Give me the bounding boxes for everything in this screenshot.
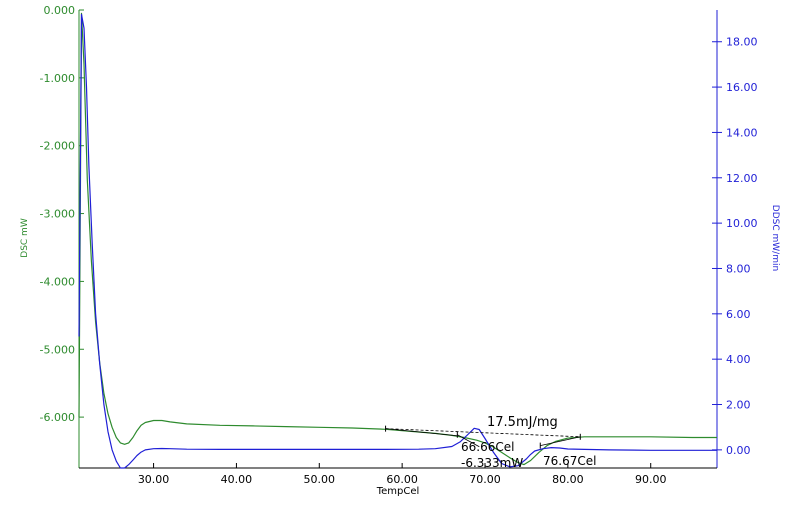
endset-tangent bbox=[540, 436, 581, 446]
x-tick-label: 80.00 bbox=[552, 473, 584, 486]
onset-tangent bbox=[385, 428, 458, 437]
x-tick-label: 50.00 bbox=[304, 473, 336, 486]
y-right-tick-label: 18.00 bbox=[726, 36, 758, 49]
y-right-tick-label: 12.00 bbox=[726, 172, 758, 185]
y-left-tick-label: -4.000 bbox=[40, 275, 75, 288]
endset-temp-label: 76.67Cel bbox=[543, 454, 596, 468]
y-left-axis-label: DSC mW bbox=[20, 218, 30, 258]
y-right-axis-label: DDSC mW/min bbox=[770, 205, 780, 271]
x-tick-label: 90.00 bbox=[635, 473, 667, 486]
enthalpy-label: 17.5mJ/mg bbox=[487, 415, 558, 430]
annotation-layer bbox=[385, 425, 581, 449]
onset-temp-label: 66.66Cel bbox=[461, 440, 514, 454]
x-tick-label: 40.00 bbox=[221, 473, 253, 486]
y-right-tick-label: 14.00 bbox=[726, 126, 758, 139]
y-left-tick-group: 0.000 -1.000 -2.000 -3.000 -4.000 -5.000 -6.00… bbox=[40, 4, 84, 424]
x-tick-group: 30.00 40.00 50.00 60.00 70.00 80.00 90.00 bbox=[138, 463, 667, 486]
y-right-tick-label: 4.00 bbox=[726, 353, 751, 366]
y-right-tick-group: 0.00 2.00 4.00 6.00 8.00 10.00 12.00 14.00 16.00… bbox=[712, 36, 758, 457]
y-right-tick-label: 6.00 bbox=[726, 308, 751, 321]
y-left-tick-label: -5.000 bbox=[40, 343, 75, 356]
series-line-dsc bbox=[78, 12, 717, 466]
x-tick-label: 60.00 bbox=[386, 473, 418, 486]
x-tick-label: 30.00 bbox=[138, 473, 170, 486]
y-left-tick-label: 0.000 bbox=[44, 4, 76, 17]
y-right-tick-label: 2.00 bbox=[726, 399, 751, 412]
y-right-tick-label: 0.00 bbox=[726, 444, 751, 457]
y-left-tick-label: -6.000 bbox=[40, 411, 75, 424]
onset-leader bbox=[457, 434, 480, 448]
x-axis-label: TempCel bbox=[376, 486, 420, 497]
y-right-tick-label: 8.00 bbox=[726, 262, 751, 275]
y-left-tick-label: -3.000 bbox=[40, 208, 75, 221]
x-tick-label: 70.00 bbox=[469, 473, 501, 486]
y-left-tick-label: -1.000 bbox=[40, 72, 75, 85]
y-right-tick-label: 10.00 bbox=[726, 217, 758, 230]
peak-height-label: -6.333mW bbox=[461, 456, 523, 470]
integration-baseline bbox=[385, 428, 581, 438]
series-line-ddsc bbox=[78, 13, 717, 469]
series-layer bbox=[78, 12, 717, 469]
y-left-tick-label: -2.000 bbox=[40, 140, 75, 153]
y-right-tick-label: 16.00 bbox=[726, 81, 758, 94]
